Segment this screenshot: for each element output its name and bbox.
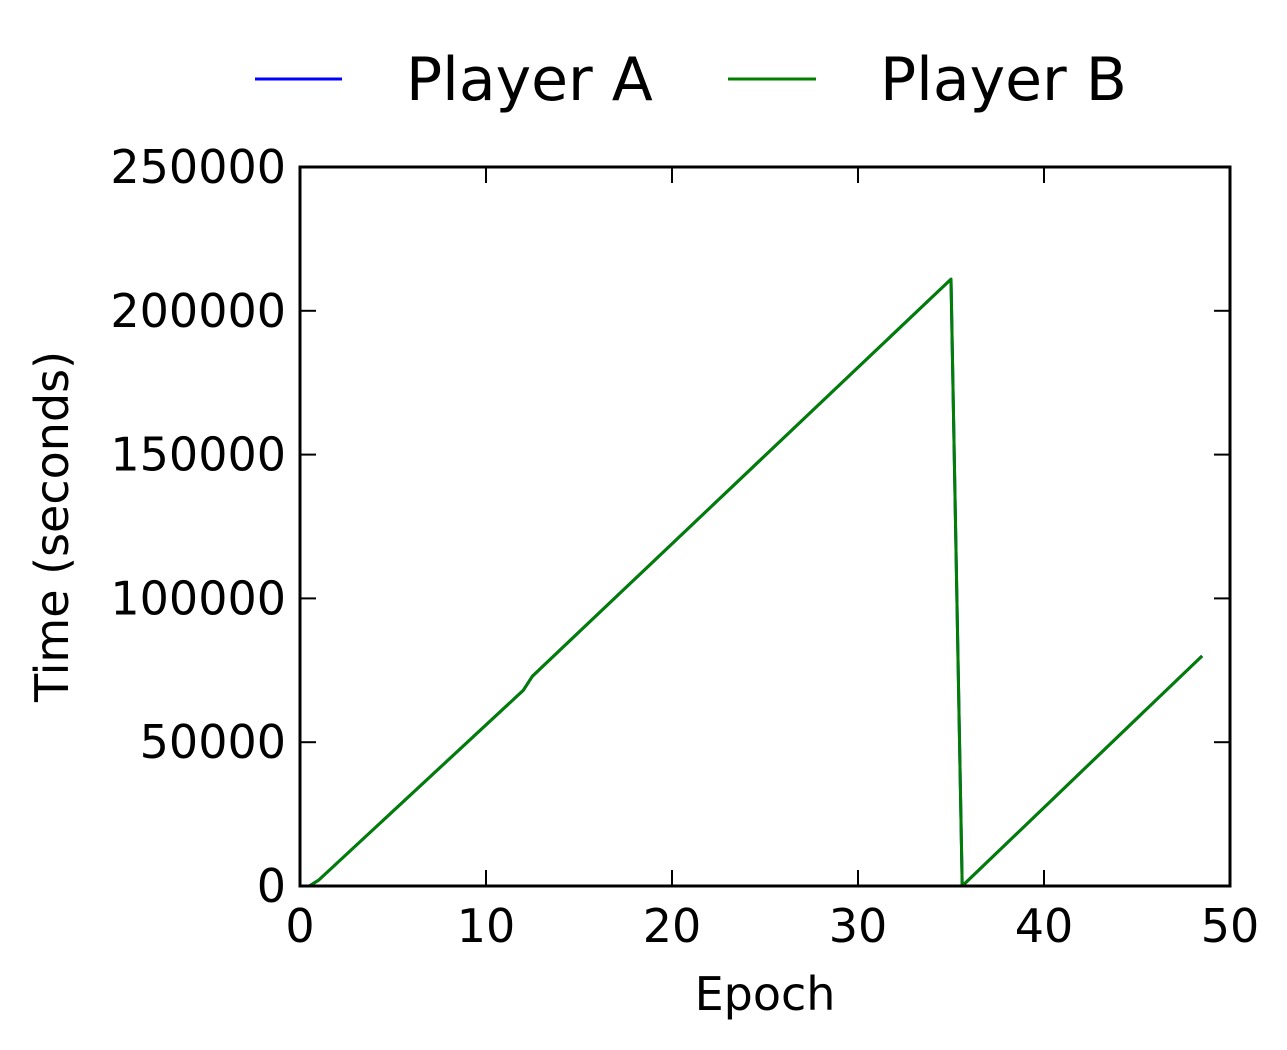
- x-tick-label: 10: [457, 899, 516, 953]
- y-axis-tick-labels: 0 50000 100000 150000 200000 250000: [110, 140, 286, 913]
- series-line-2: [308, 277, 1204, 888]
- axis-ticks: [299, 166, 1231, 887]
- legend-label-2: Player B: [880, 45, 1127, 115]
- series-lines: [308, 277, 1204, 888]
- y-tick-label: 50000: [140, 715, 286, 769]
- series-line-1: [308, 277, 1204, 888]
- x-axis-label: Epoch: [695, 967, 836, 1021]
- y-axis-label: Time (seconds): [25, 351, 79, 703]
- x-tick-label: 40: [1015, 899, 1074, 953]
- x-tick-label: 20: [643, 899, 702, 953]
- y-tick-label: 150000: [110, 428, 286, 482]
- legend: Player A Player B: [255, 45, 1127, 115]
- x-axis-tick-labels: 0 10 20 30 40 50: [285, 899, 1259, 953]
- y-tick-label: 0: [257, 859, 286, 913]
- plot-area-frame: [298, 165, 1232, 888]
- legend-label-1: Player A: [406, 45, 653, 115]
- y-tick-label: 100000: [110, 571, 286, 625]
- x-tick-label: 30: [829, 899, 888, 953]
- y-tick-label: 200000: [110, 284, 286, 338]
- y-tick-label: 250000: [110, 140, 286, 194]
- x-tick-label: 50: [1201, 899, 1260, 953]
- x-tick-label: 0: [285, 899, 314, 953]
